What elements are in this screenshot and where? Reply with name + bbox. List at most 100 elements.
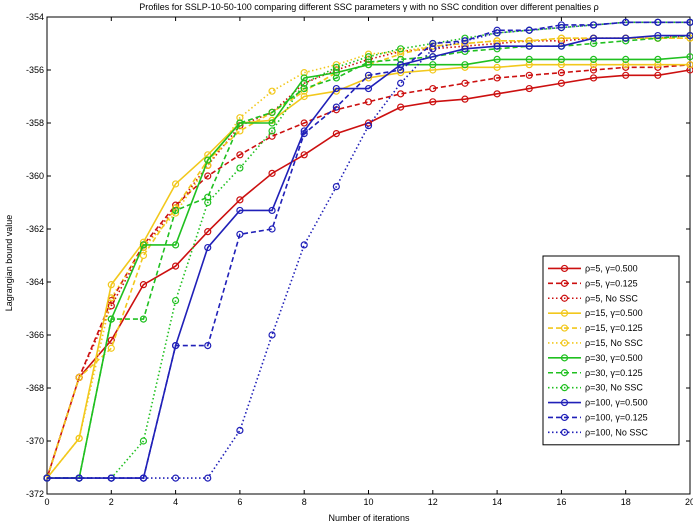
data-point xyxy=(622,18,630,26)
data-point xyxy=(622,55,630,64)
data-point xyxy=(429,53,437,61)
data-point xyxy=(397,55,405,64)
data-point xyxy=(300,74,308,82)
data-point xyxy=(364,84,373,93)
data-point xyxy=(75,434,83,442)
data-point xyxy=(236,230,244,238)
data-point xyxy=(172,262,180,270)
data-point xyxy=(557,69,566,77)
data-point xyxy=(654,61,662,69)
data-point xyxy=(429,39,437,48)
data-point xyxy=(493,90,501,98)
data-point xyxy=(107,474,115,482)
data-point xyxy=(236,164,244,172)
legend-swatch-marker xyxy=(560,369,569,377)
legend-item: ρ=100, No SSC xyxy=(548,427,648,437)
data-point xyxy=(557,61,566,69)
data-point xyxy=(461,61,469,69)
y-tick-label: -372 xyxy=(26,489,44,499)
data-point xyxy=(654,71,662,79)
data-point xyxy=(204,342,212,350)
series-line xyxy=(47,21,690,479)
data-point xyxy=(525,37,533,45)
data-point xyxy=(139,437,148,445)
data-point xyxy=(172,474,180,482)
legend-box xyxy=(542,255,680,446)
data-point xyxy=(107,344,115,352)
data-point xyxy=(429,61,437,69)
series-line xyxy=(47,34,691,479)
data-point xyxy=(332,63,340,71)
data-point xyxy=(364,53,373,61)
data-point xyxy=(654,55,662,64)
data-point xyxy=(525,61,533,69)
y-tick-label: -360 xyxy=(26,171,44,181)
data-point xyxy=(397,66,405,74)
data-point xyxy=(268,87,276,95)
data-point xyxy=(461,45,469,53)
x-axis-label: Number of iterations xyxy=(328,513,410,523)
data-point xyxy=(268,225,276,233)
data-point xyxy=(397,45,405,53)
legend-item: ρ=30, No SSC xyxy=(548,383,643,393)
data-point xyxy=(332,69,340,77)
series-line xyxy=(46,37,690,479)
data-point xyxy=(525,71,533,79)
data-point xyxy=(300,151,308,159)
legend-label: ρ=30, No SSC xyxy=(585,383,643,393)
data-point xyxy=(654,31,662,40)
data-point xyxy=(493,42,501,50)
x-tick-label: 0 xyxy=(44,497,49,507)
data-point xyxy=(364,61,373,69)
legend-item: ρ=30, γ=0.125 xyxy=(548,368,643,378)
legend-label: ρ=5, γ=0.500 xyxy=(585,263,638,273)
legend-swatch-marker xyxy=(560,428,569,436)
data-point xyxy=(557,55,566,64)
data-point xyxy=(397,50,405,58)
data-point xyxy=(589,21,598,29)
data-point xyxy=(236,206,244,215)
legend-label: ρ=5, No SSC xyxy=(585,293,638,303)
data-point xyxy=(493,29,501,37)
data-point xyxy=(236,426,244,434)
x-tick-label: 12 xyxy=(428,497,438,507)
data-point xyxy=(364,119,373,127)
data-point xyxy=(622,71,630,79)
data-point xyxy=(686,18,693,26)
data-point xyxy=(364,71,373,79)
data-point xyxy=(686,61,693,69)
data-point xyxy=(172,241,180,249)
series-line xyxy=(47,34,690,479)
legend-item: ρ=15, γ=0.500 xyxy=(548,308,643,318)
data-point xyxy=(204,172,212,180)
legend-item: ρ=5, γ=0.125 xyxy=(548,278,638,288)
data-point xyxy=(364,122,373,130)
data-point xyxy=(236,151,244,159)
x-tick-label: 14 xyxy=(492,497,502,507)
data-point xyxy=(686,53,693,61)
data-point xyxy=(300,119,308,127)
data-point xyxy=(300,130,308,138)
x-tick-label: 6 xyxy=(237,497,242,507)
legend-swatch-marker xyxy=(560,264,569,273)
data-point xyxy=(622,61,630,69)
series-11 xyxy=(43,18,693,482)
data-point xyxy=(107,336,115,344)
x-tick-label: 16 xyxy=(556,497,566,507)
y-tick-label: -370 xyxy=(26,436,44,446)
x-tick-label: 2 xyxy=(109,497,114,507)
data-point xyxy=(397,90,405,98)
data-point xyxy=(332,103,340,111)
y-tick-label: -366 xyxy=(26,330,44,340)
x-tick-label: 18 xyxy=(621,497,631,507)
data-point xyxy=(43,474,51,482)
data-point xyxy=(429,45,437,53)
data-point xyxy=(236,196,244,204)
legend-label: ρ=100, No SSC xyxy=(585,427,648,437)
legend-item: ρ=15, No SSC xyxy=(548,338,643,348)
data-point xyxy=(493,55,501,64)
data-point xyxy=(589,74,598,82)
data-point xyxy=(75,373,83,381)
data-point xyxy=(75,474,83,482)
